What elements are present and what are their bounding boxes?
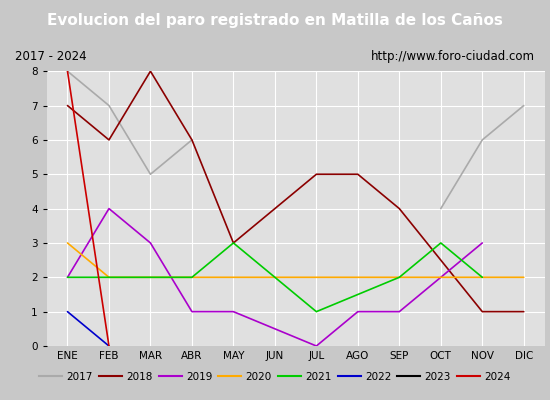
- Legend: 2017, 2018, 2019, 2020, 2021, 2022, 2023, 2024: 2017, 2018, 2019, 2020, 2021, 2022, 2023…: [40, 372, 510, 382]
- Text: http://www.foro-ciudad.com: http://www.foro-ciudad.com: [371, 50, 535, 63]
- Text: Evolucion del paro registrado en Matilla de los Caños: Evolucion del paro registrado en Matilla…: [47, 14, 503, 28]
- Text: 2017 - 2024: 2017 - 2024: [15, 50, 87, 63]
